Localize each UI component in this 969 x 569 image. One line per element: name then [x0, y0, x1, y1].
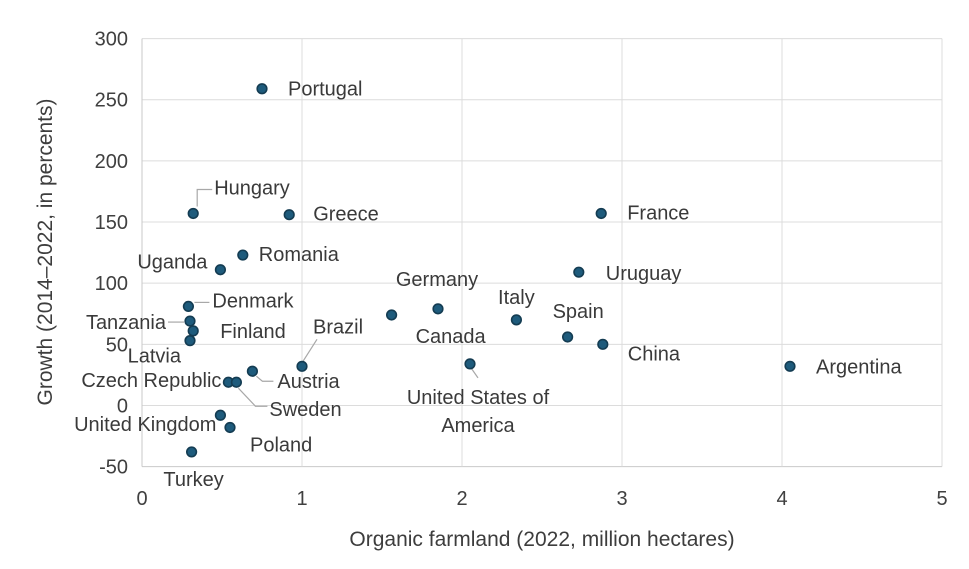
data-point-france: [595, 207, 607, 220]
point-label-uruguay: Uruguay: [606, 263, 682, 285]
leader-line-united-states-of-america: [470, 367, 479, 379]
data-point-uganda: [214, 264, 226, 276]
data-point-italy: [510, 314, 523, 326]
y-tick-100: 100: [95, 273, 128, 295]
data-point-germany: [432, 303, 444, 315]
data-point-denmark: [182, 300, 194, 313]
x-tick-4: 4: [776, 488, 787, 510]
point-label-hungary: Hungary: [214, 177, 290, 199]
data-point-labels: Portugal Hungary Greece France Romania Uganda…: [74, 79, 902, 491]
point-label-germany: Germany: [396, 269, 478, 291]
data-point-canada: [386, 309, 398, 321]
x-axis-title: Organic farmland (2022, million hectares…: [349, 528, 734, 551]
point-label-united-kingdom: United Kingdom: [74, 414, 216, 436]
point-label-denmark: Denmark: [212, 290, 294, 312]
data-point-greece: [283, 209, 295, 221]
x-tick-1: 1: [296, 488, 307, 510]
y-tick-50: 50: [106, 334, 128, 356]
point-label-argentina: Argentina: [816, 356, 902, 378]
leader-line-austria: [256, 375, 274, 382]
point-label-spain: Spain: [553, 301, 604, 323]
data-point-united-states-of-america: [464, 358, 476, 370]
point-label-united-states-of-america-line-2: America: [441, 415, 515, 437]
point-label-greece: Greece: [313, 204, 379, 226]
data-point-china: [597, 338, 609, 350]
point-label-poland: Poland: [250, 434, 312, 456]
data-point-latvia: [184, 335, 196, 347]
x-tick-3: 3: [616, 488, 627, 510]
data-point-turkey: [186, 446, 198, 458]
label-leader-lines: [168, 188, 479, 407]
data-point-portugal: [256, 83, 268, 95]
x-tick-0: 0: [136, 488, 147, 510]
leader-line-brazil: [302, 339, 318, 362]
point-label-italy: Italy: [498, 287, 535, 309]
y-axis-title: Growth (2014–2022, in percents): [34, 98, 57, 405]
x-tick-2: 2: [456, 488, 467, 510]
data-point-sweden: [230, 376, 242, 388]
data-point-uruguay: [573, 266, 585, 278]
leader-line-sweden: [237, 387, 268, 407]
point-label-france: France: [627, 202, 689, 224]
point-label-austria: Austria: [277, 371, 340, 393]
data-point-argentina: [784, 360, 796, 372]
data-point-finland: [187, 325, 199, 337]
data-point-spain: [561, 331, 574, 343]
x-tick-5: 5: [936, 488, 947, 510]
point-label-china: China: [628, 343, 681, 365]
point-label-finland: Finland: [220, 321, 286, 343]
data-point-brazil: [296, 360, 308, 372]
point-label-brazil: Brazil: [313, 316, 363, 338]
point-label-turkey: Turkey: [163, 469, 223, 491]
point-label-czech-republic: Czech Republic: [81, 370, 221, 392]
data-point-romania: [237, 249, 249, 261]
point-label-sweden: Sweden: [269, 399, 341, 421]
y-tick-300: 300: [95, 29, 128, 51]
data-point-tanzania: [184, 315, 196, 327]
y-tick-150: 150: [95, 212, 128, 234]
point-label-uganda: Uganda: [137, 252, 208, 274]
data-point-hungary: [187, 207, 199, 220]
y-tick-200: 200: [95, 151, 128, 173]
axis-tick-labels: 300 250 200 150 100 50 0 -50 0 1 2 3 4 5: [95, 29, 948, 510]
data-point-united-kingdom: [214, 409, 226, 421]
y-tick--50: -50: [99, 457, 128, 479]
data-points: [182, 83, 796, 458]
y-tick-0: 0: [117, 395, 128, 417]
leader-line-hungary: [196, 188, 213, 207]
point-label-romania: Romania: [259, 244, 340, 266]
data-point-poland: [224, 421, 236, 434]
point-label-tanzania: Tanzania: [86, 312, 167, 334]
point-label-latvia: Latvia: [128, 346, 182, 368]
data-point-austria: [246, 365, 258, 377]
point-label-united-states-of-america-line-1: United States of: [407, 387, 550, 409]
y-tick-250: 250: [95, 90, 128, 112]
point-label-canada: Canada: [416, 326, 487, 348]
point-label-portugal: Portugal: [288, 79, 363, 101]
gridlines: [141, 38, 943, 468]
